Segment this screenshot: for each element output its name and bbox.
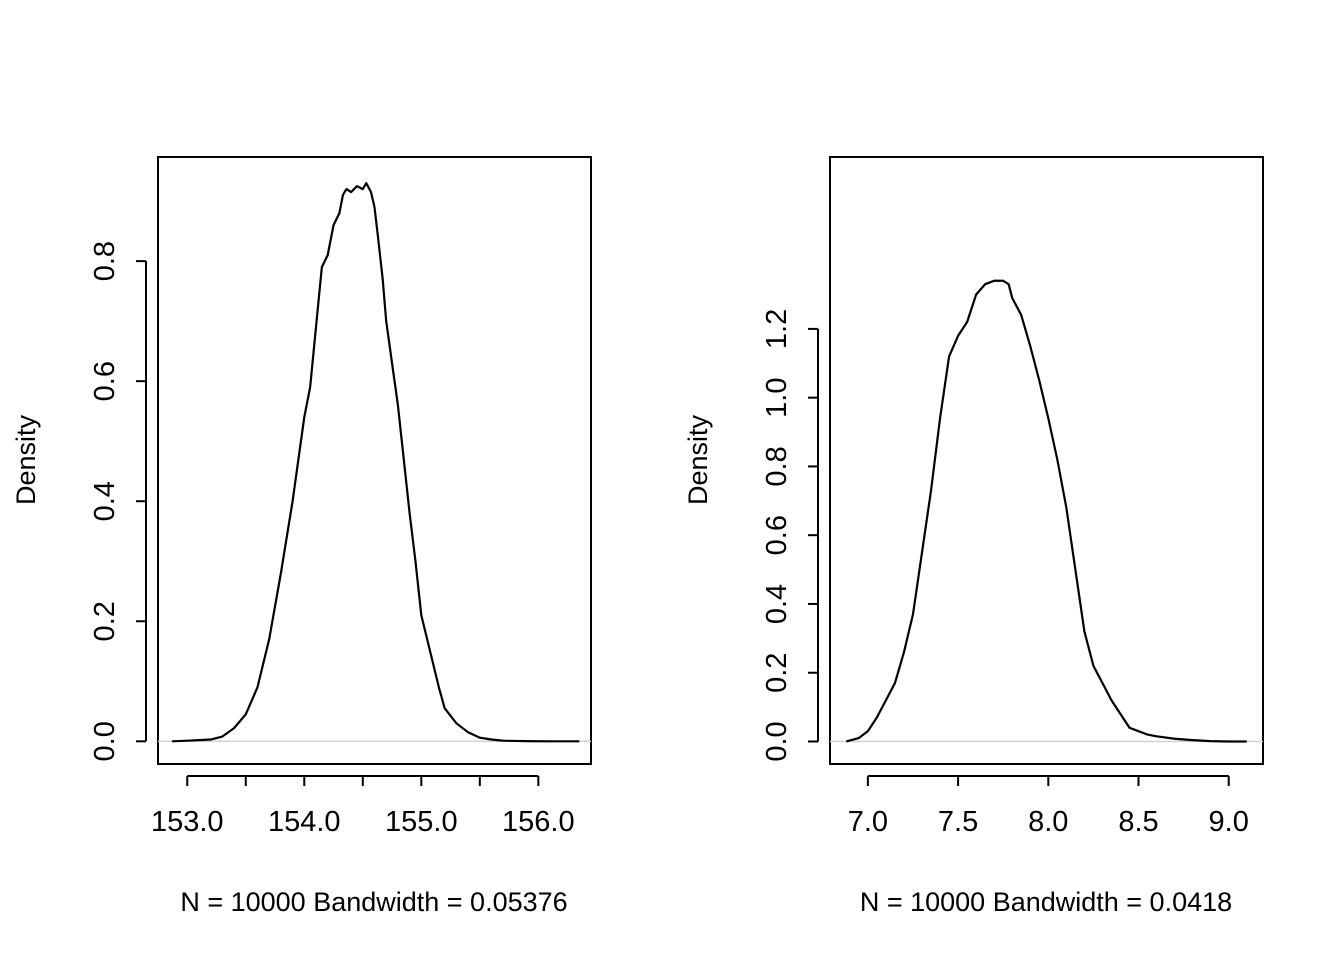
density-panel-2: 7.0 7.5 8.0 8.5 9.0 0.0 0.2 0.4 0.6 0.8 1.0 1.2 N … <box>683 156 1264 917</box>
density-curve <box>171 182 580 743</box>
x-tick-label: 8.5 <box>1118 806 1158 838</box>
x-tick-label: 8.0 <box>1028 806 1068 838</box>
y-axis: 0.0 0.2 0.4 0.6 0.8 <box>89 241 147 761</box>
x-tick-label: 9.0 <box>1209 806 1249 838</box>
x-tick-label: 155.0 <box>385 806 458 838</box>
y-tick-label: 0.4 <box>761 584 793 624</box>
y-tick-label: 1.2 <box>761 309 793 349</box>
x-axis: 153.0 154.0 155.0 156.0 <box>151 775 575 838</box>
x-tick-label: 7.0 <box>848 806 888 838</box>
y-tick-label: 0.2 <box>761 653 793 693</box>
y-tick-label: 0.0 <box>89 721 121 761</box>
plot-frame <box>157 156 592 765</box>
y-axis: 0.0 0.2 0.4 0.6 0.8 1.0 1.2 <box>761 309 819 762</box>
y-tick-label: 0.2 <box>89 601 121 641</box>
x-tick-label: 154.0 <box>268 806 341 838</box>
y-tick-label: 0.8 <box>89 241 121 281</box>
density-panel-1: 153.0 154.0 155.0 156.0 0.0 0.2 0.4 0.6 0.8 N =… <box>11 156 592 917</box>
y-axis-title: Density <box>683 414 713 505</box>
y-tick-label: 0.6 <box>761 515 793 555</box>
y-tick-label: 1.0 <box>761 378 793 418</box>
y-tick-label: 0.4 <box>89 481 121 521</box>
x-axis-title: N = 10000 Bandwidth = 0.05376 <box>180 887 567 917</box>
y-tick-label: 0.0 <box>761 721 793 761</box>
y-axis-title: Density <box>11 414 41 505</box>
x-tick-label: 153.0 <box>151 806 224 838</box>
density-curve <box>845 279 1247 743</box>
x-tick-label: 156.0 <box>502 806 575 838</box>
y-tick-label: 0.8 <box>761 446 793 486</box>
y-tick-label: 0.6 <box>89 361 121 401</box>
x-axis: 7.0 7.5 8.0 8.5 9.0 <box>848 775 1249 838</box>
plot-frame <box>829 156 1264 765</box>
x-tick-label: 7.5 <box>938 806 978 838</box>
x-axis-title: N = 10000 Bandwidth = 0.0418 <box>860 887 1232 917</box>
